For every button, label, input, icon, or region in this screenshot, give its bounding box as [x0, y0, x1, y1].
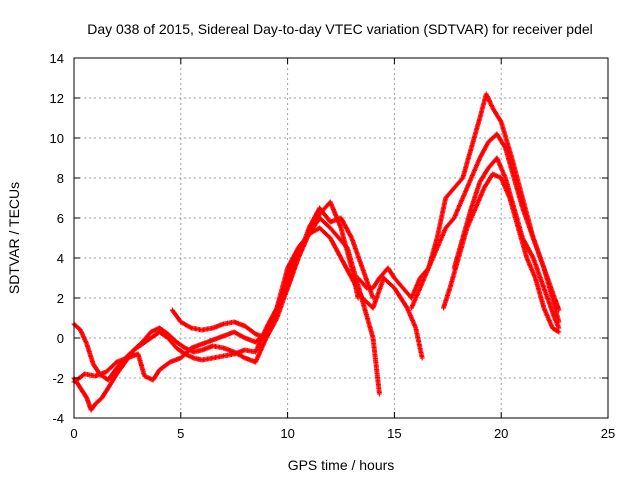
x-axis-label: GPS time / hours	[288, 457, 395, 473]
series-markers	[409, 131, 562, 325]
series-track-4	[169, 199, 361, 341]
y-axis-label: SDTVAR / TECUs	[6, 182, 22, 294]
y-tick-label: 12	[50, 91, 64, 106]
series-track-8	[451, 155, 562, 331]
x-tick-label: 10	[280, 426, 294, 441]
y-tick-label: 4	[57, 251, 64, 266]
y-tick-label: 6	[57, 211, 64, 226]
axis-ticks: 0 5 10 15 20 25 -4 -2 0 2 4 6 8 10 12 14	[50, 51, 616, 441]
series-track-6	[409, 131, 562, 325]
x-tick-label: 20	[494, 426, 508, 441]
x-tick-label: 25	[601, 426, 615, 441]
y-tick-label: 10	[50, 131, 64, 146]
plot-frame	[73, 57, 609, 419]
chart-title: Day 038 of 2015, Sidereal Day-to-day VTE…	[87, 21, 593, 37]
x-tick-label: 0	[70, 426, 77, 441]
y-tick-label: -4	[52, 411, 64, 426]
y-tick-label: 2	[57, 291, 64, 306]
y-tick-label: 14	[50, 51, 64, 66]
data-series	[71, 91, 562, 413]
x-tick-label: 15	[387, 426, 401, 441]
y-tick-label: 8	[57, 171, 64, 186]
series-markers	[169, 199, 361, 341]
y-tick-label: -2	[52, 371, 64, 386]
x-tick-label: 5	[177, 426, 184, 441]
y-tick-label: 0	[57, 331, 64, 346]
series-markers	[451, 155, 562, 331]
